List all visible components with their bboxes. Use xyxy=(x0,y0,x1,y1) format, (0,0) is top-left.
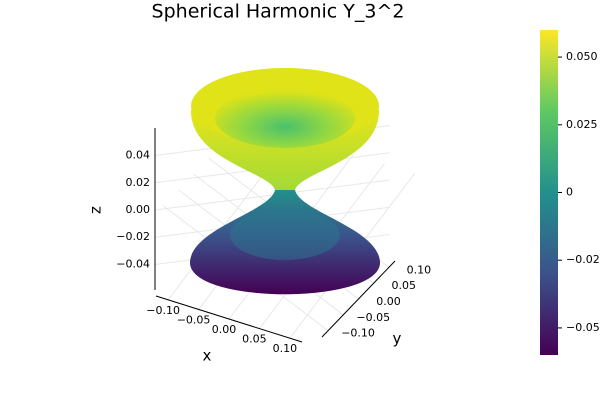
x-tick-label: −0.10 xyxy=(146,304,180,317)
x-tick-label: 0.00 xyxy=(212,323,237,336)
z-tick-label: −0.02 xyxy=(116,230,150,243)
y-tick-label: 0.10 xyxy=(407,263,432,276)
x-tick-label: 0.05 xyxy=(242,333,267,346)
z-tick-label: 0.02 xyxy=(126,176,151,189)
surface xyxy=(189,68,381,295)
z-axis-label: z xyxy=(87,206,105,214)
x-tick-label: 0.10 xyxy=(273,342,298,355)
colorbar-tick-label: −0.025 xyxy=(566,253,600,266)
lower-shade xyxy=(230,210,340,260)
z-tick-label: 0.00 xyxy=(126,203,151,216)
colorbar-tick-label: 0.050 xyxy=(566,50,598,63)
y-tick-label: 0.05 xyxy=(391,279,416,292)
colorbar-tick-label: 0 xyxy=(566,186,573,199)
colorbar-tick-label: 0.025 xyxy=(566,118,598,131)
y-tick-label: 0.00 xyxy=(376,295,401,308)
x-axis-label: x xyxy=(203,347,212,365)
x-axis xyxy=(155,295,303,343)
colorbar xyxy=(540,30,558,355)
upper-bowl xyxy=(215,88,355,148)
y-axis-label: y xyxy=(393,330,402,348)
z-tick-label: 0.04 xyxy=(126,149,151,162)
grid-line xyxy=(154,179,391,211)
colorbar-tick-label: −0.050 xyxy=(566,321,600,334)
y-axis xyxy=(321,260,396,338)
y-tick-label: −0.10 xyxy=(341,327,375,340)
chart-title: Spherical Harmonic Y_3^2 xyxy=(152,1,405,23)
y-tick-label: −0.05 xyxy=(356,311,390,324)
z-tick-label: −0.04 xyxy=(116,257,150,270)
x-tick-label: −0.05 xyxy=(177,313,211,326)
